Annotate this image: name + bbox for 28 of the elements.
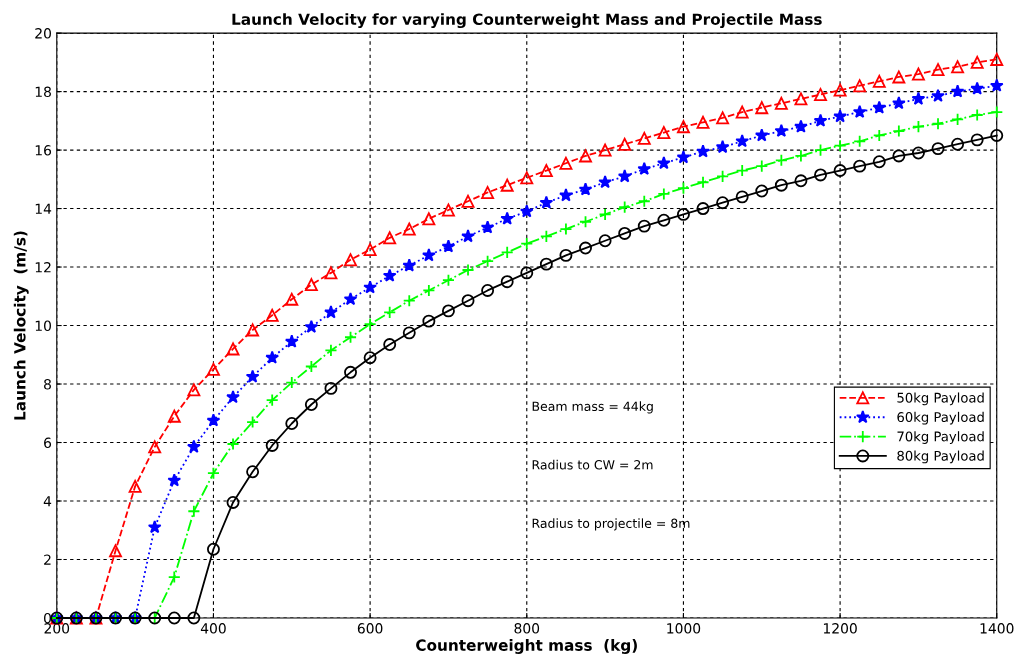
- x-axis-title: Counterweight mass (kg): [416, 639, 637, 654]
- legend-label: 50kg Payload: [897, 392, 984, 406]
- legend-label: 80kg Payload: [897, 450, 984, 464]
- legend-label: 60kg Payload: [897, 411, 984, 425]
- y-tick-label: 14: [35, 203, 52, 214]
- y-tick-label: 16: [35, 145, 52, 156]
- x-tick-label: 800: [514, 623, 540, 634]
- y-axis-title: Launch Velocity (m/s): [13, 231, 29, 420]
- y-tick-label: 4: [43, 496, 52, 507]
- annotation: Beam mass = 44kg: [532, 401, 653, 414]
- y-tick-label: 0: [44, 612, 51, 624]
- y-tick-label: 2: [44, 554, 51, 565]
- legend-label: 70kg Payload: [897, 431, 984, 444]
- x-tick-label: 1400: [980, 623, 1014, 634]
- x-tick-label: 200: [44, 623, 70, 634]
- y-tick-label: 12: [35, 262, 51, 273]
- x-tick-label: 400: [200, 623, 226, 634]
- y-tick-label: 6: [44, 437, 52, 448]
- y-tick-label: 20: [35, 28, 51, 39]
- x-tick-label: 600: [357, 623, 383, 634]
- y-tick-label: 8: [44, 378, 51, 390]
- annotation: Radius to projectile = 8m: [532, 518, 690, 531]
- y-tick-label: 10: [35, 320, 51, 332]
- chart-title: Launch Velocity for varying Counterweight Mass and Projectile Mass: [232, 13, 822, 29]
- x-tick-label: 1200: [823, 623, 857, 634]
- y-tick-label: 18: [35, 86, 51, 98]
- annotation: Radius to CW = 2m: [532, 459, 653, 470]
- x-tick-label: 1000: [667, 623, 701, 634]
